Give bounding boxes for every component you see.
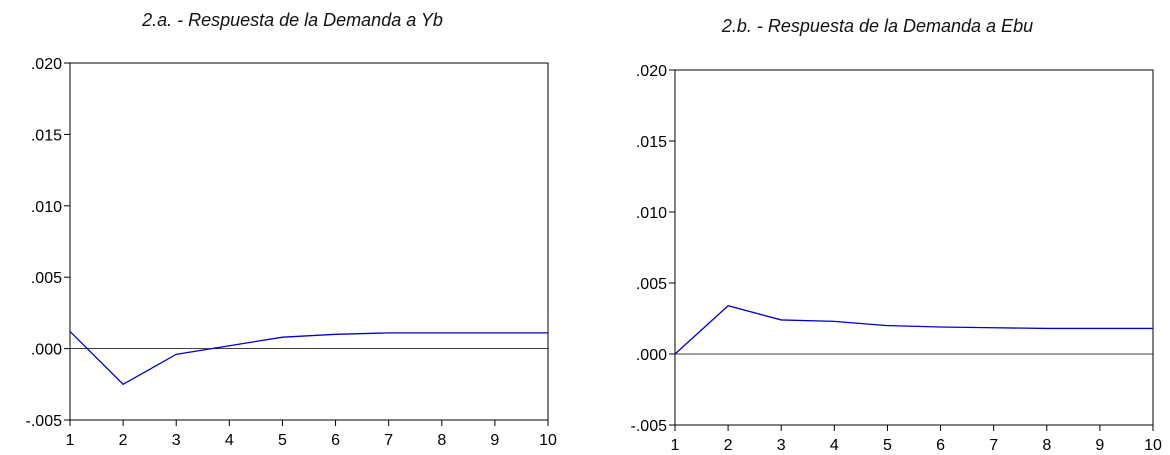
plot-frame xyxy=(69,62,549,421)
y-tick-label: .000 xyxy=(31,342,62,359)
x-tick-label: 9 xyxy=(1095,437,1104,454)
x-tick-label: 4 xyxy=(225,432,234,449)
x-tick-label: 4 xyxy=(830,437,839,454)
y-tick-label: .015 xyxy=(31,127,62,144)
chart-a-svg: -.005 .000 .005 .010 .015 .020 1 2 3 4 5 6 7 8 9 10 xyxy=(26,56,557,449)
x-tick-label: 7 xyxy=(384,432,393,449)
x-tick-label: 1 xyxy=(66,432,75,449)
y-tick-label: .020 xyxy=(636,63,667,80)
x-tick-label: 8 xyxy=(437,432,446,449)
chart-title: 2.b. - Respuesta de la Demanda a Ebu xyxy=(721,16,1034,36)
y-tick-label: .010 xyxy=(31,199,62,216)
y-tick-label: .010 xyxy=(636,205,667,222)
y-tick-label: .000 xyxy=(636,347,667,364)
y-tick-label: .005 xyxy=(636,276,667,293)
x-tick-label: 3 xyxy=(172,432,181,449)
x-tick-label: 10 xyxy=(539,432,557,449)
plot-frame xyxy=(674,69,1154,426)
x-tick-label: 7 xyxy=(989,437,998,454)
x-tick-label: 3 xyxy=(777,437,786,454)
x-tick-label: 8 xyxy=(1042,437,1051,454)
chart-title: 2.a. - Respuesta de la Demanda a Yb xyxy=(142,10,443,30)
y-tick-label: .020 xyxy=(31,56,62,73)
chart-panel-b: 2.b. - Respuesta de la Demanda a Ebu -.0… xyxy=(585,0,1170,455)
x-tick-label: 2 xyxy=(724,437,733,454)
x-tick-label: 9 xyxy=(490,432,499,449)
x-tick-label: 5 xyxy=(278,432,287,449)
x-tick-label: 10 xyxy=(1144,437,1162,454)
x-tick-label: 2 xyxy=(119,432,128,449)
series-line xyxy=(69,331,548,386)
chart-panel-a: 2.a. - Respuesta de la Demanda a Yb -.00… xyxy=(26,10,557,449)
y-tick-label: -.005 xyxy=(26,413,63,430)
series-line xyxy=(674,305,1153,355)
y-tick-label: .015 xyxy=(636,134,667,151)
x-tick-label: 1 xyxy=(671,437,680,454)
y-tick-label: .005 xyxy=(31,270,62,287)
x-tick-label: 5 xyxy=(883,437,892,454)
y-tick-label: -.005 xyxy=(631,418,668,435)
x-tick-label: 6 xyxy=(331,432,340,449)
x-tick-label: 6 xyxy=(936,437,945,454)
chart-b-svg: -.005 .000 .005 .010 .015 .020 1 2 3 4 5 6 7 8 9 10 xyxy=(631,63,1162,454)
